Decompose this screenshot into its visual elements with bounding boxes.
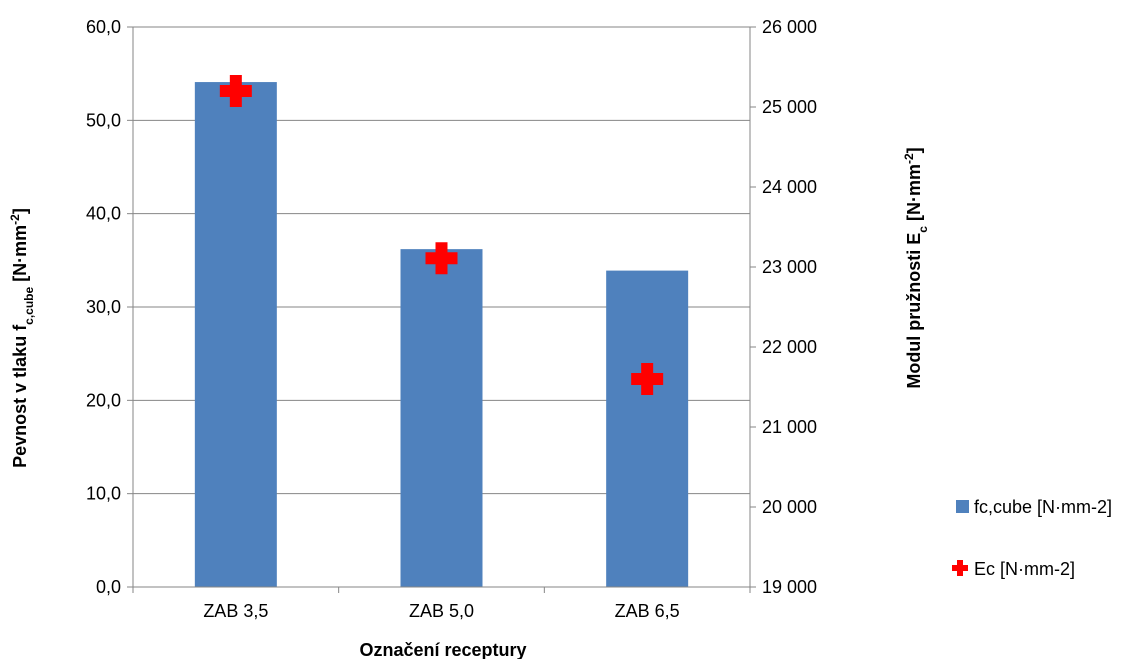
y2-axis-title-close: ]: [904, 147, 924, 153]
y2-axis-title: Modul pružnosti Ec [N·mm-2]: [902, 147, 930, 388]
y-axis-title-close: ]: [10, 208, 30, 214]
y-axis-title-unit: [N·mm: [10, 225, 30, 287]
x-tick-label: ZAB 6,5: [615, 601, 680, 621]
y-tick-label: 10,0: [86, 484, 121, 504]
bar: [400, 249, 483, 587]
ec-marker: [631, 363, 664, 395]
y2-tick-label: 23 000: [762, 257, 817, 277]
y2-tick-label: 25 000: [762, 97, 817, 117]
ec-marker: [425, 242, 458, 275]
tick-labels: 0,0 10,0 20,0 30,0 40,0 50,0 60,0 19 000 20 000 2…: [86, 17, 817, 621]
legend: fc,cube [N·mm-2] Ec [N·mm-2]: [952, 497, 1112, 579]
axes: [127, 26, 756, 593]
y-axis-title-sub: c,cube: [22, 286, 36, 324]
y2-tick-label: 24 000: [762, 177, 817, 197]
x-axis-title: Označení receptury: [359, 640, 526, 659]
y-tick-label: 50,0: [86, 110, 121, 130]
legend-marker-ec: [952, 560, 968, 576]
x-tick-label: ZAB 3,5: [203, 601, 268, 621]
legend-swatch-fc-cube: [956, 500, 969, 513]
bar: [194, 82, 277, 588]
ec-marker: [219, 75, 252, 107]
y-tick-label: 30,0: [86, 297, 121, 317]
y-axis-title: Pevnost v tlaku fc,cube [N·mm-2]: [8, 208, 36, 468]
y2-tick-label: 20 000: [762, 497, 817, 517]
y2-axis-title-sup: -2: [902, 153, 916, 164]
bar-series: [194, 82, 689, 588]
legend-label-ec: Ec [N·mm-2]: [974, 559, 1075, 579]
y-tick-label: 20,0: [86, 390, 121, 410]
y2-axis-title-unit: [N·mm: [904, 164, 924, 226]
y-axis-title-sup: -2: [8, 214, 22, 225]
y-axis-title-main: Pevnost v tlaku f: [10, 324, 30, 468]
y2-tick-label: 21 000: [762, 417, 817, 437]
y2-tick-label: 19 000: [762, 577, 817, 597]
y-tick-label: 60,0: [86, 17, 121, 37]
y2-tick-label: 22 000: [762, 337, 817, 357]
y-tick-label: 0,0: [96, 577, 121, 597]
legend-label-fc-cube: fc,cube [N·mm-2]: [974, 497, 1112, 517]
y-tick-label: 40,0: [86, 204, 121, 224]
x-tick-label: ZAB 5,0: [409, 601, 474, 621]
bar: [606, 270, 689, 587]
y2-axis-title-main: Modul pružnosti E: [904, 233, 924, 389]
y2-axis-title-sub: c: [916, 226, 930, 233]
y2-tick-label: 26 000: [762, 17, 817, 37]
marker-series: [219, 75, 664, 395]
